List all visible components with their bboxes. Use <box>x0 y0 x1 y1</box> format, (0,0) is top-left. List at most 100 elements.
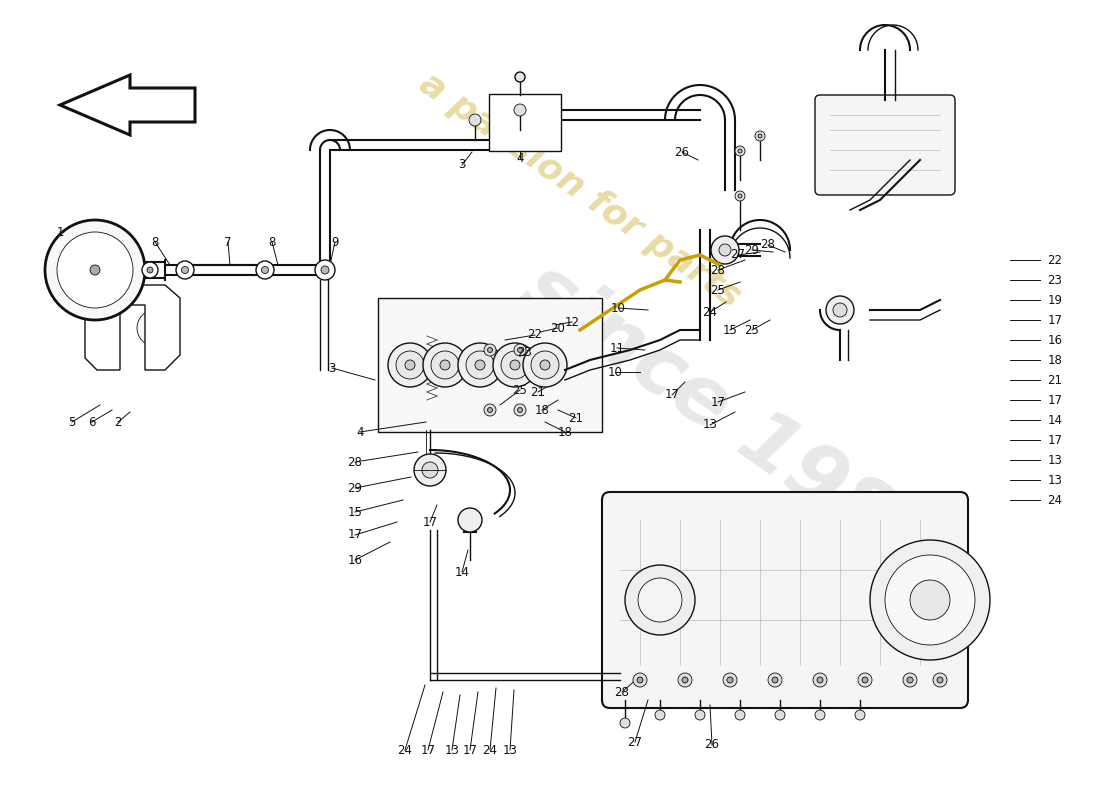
Text: 2: 2 <box>114 415 122 429</box>
Circle shape <box>514 104 526 116</box>
Text: 29: 29 <box>348 482 363 494</box>
Circle shape <box>458 508 482 532</box>
Text: 3: 3 <box>459 158 465 171</box>
Text: 13: 13 <box>444 743 460 757</box>
Text: 15: 15 <box>348 506 362 518</box>
Circle shape <box>678 673 692 687</box>
Text: 13: 13 <box>503 743 517 757</box>
Circle shape <box>654 710 666 720</box>
FancyBboxPatch shape <box>490 94 561 151</box>
Text: 28: 28 <box>348 455 362 469</box>
Circle shape <box>57 232 133 308</box>
Text: 28: 28 <box>615 686 629 698</box>
Circle shape <box>727 677 733 683</box>
Text: 24: 24 <box>397 743 412 757</box>
Text: 25: 25 <box>745 323 759 337</box>
Text: 24: 24 <box>1047 494 1063 506</box>
Text: 4: 4 <box>516 151 524 165</box>
Text: 14: 14 <box>1047 414 1063 426</box>
Circle shape <box>858 673 872 687</box>
Text: 17: 17 <box>1047 394 1063 406</box>
Circle shape <box>711 236 739 264</box>
Text: 22: 22 <box>1047 254 1063 266</box>
Text: 18: 18 <box>535 403 549 417</box>
Text: 4: 4 <box>356 426 364 438</box>
Circle shape <box>522 343 566 387</box>
Circle shape <box>147 267 153 273</box>
Text: 13: 13 <box>703 418 717 431</box>
Text: 25: 25 <box>513 383 527 397</box>
Circle shape <box>826 296 854 324</box>
Text: 7: 7 <box>224 235 232 249</box>
Text: 17: 17 <box>1047 314 1063 326</box>
Text: 17: 17 <box>1047 434 1063 446</box>
Circle shape <box>632 673 647 687</box>
Circle shape <box>414 454 446 486</box>
Circle shape <box>484 344 496 356</box>
Text: 27: 27 <box>730 249 746 262</box>
Circle shape <box>405 360 415 370</box>
Circle shape <box>514 344 526 356</box>
Circle shape <box>45 220 145 320</box>
Text: 24: 24 <box>483 743 497 757</box>
Text: 23: 23 <box>518 346 532 359</box>
Text: 21: 21 <box>1047 374 1063 386</box>
FancyBboxPatch shape <box>602 492 968 708</box>
Text: 11: 11 <box>609 342 625 354</box>
Circle shape <box>256 261 274 279</box>
Circle shape <box>440 360 450 370</box>
Text: 20: 20 <box>551 322 565 334</box>
Text: a passion for parts: a passion for parts <box>412 66 747 314</box>
Circle shape <box>813 673 827 687</box>
Text: 17: 17 <box>420 743 436 757</box>
Circle shape <box>500 351 529 379</box>
Circle shape <box>735 191 745 201</box>
Circle shape <box>431 351 459 379</box>
Circle shape <box>458 343 502 387</box>
Circle shape <box>738 194 742 198</box>
Polygon shape <box>60 75 195 135</box>
Circle shape <box>815 710 825 720</box>
Text: 5: 5 <box>68 415 76 429</box>
Text: 3: 3 <box>328 362 336 374</box>
Circle shape <box>182 266 188 274</box>
Circle shape <box>517 347 522 353</box>
Circle shape <box>262 266 268 274</box>
Circle shape <box>514 404 526 416</box>
Polygon shape <box>85 285 180 370</box>
Circle shape <box>735 710 745 720</box>
Circle shape <box>768 673 782 687</box>
Circle shape <box>908 677 913 683</box>
Text: 16: 16 <box>348 554 363 566</box>
Circle shape <box>620 718 630 728</box>
Text: 26: 26 <box>704 738 719 751</box>
Circle shape <box>738 149 742 153</box>
Circle shape <box>638 578 682 622</box>
Text: 9: 9 <box>331 235 339 249</box>
Circle shape <box>493 343 537 387</box>
Circle shape <box>855 710 865 720</box>
Circle shape <box>755 131 764 141</box>
Text: 21: 21 <box>530 386 546 398</box>
Text: 10: 10 <box>607 366 623 378</box>
Text: 17: 17 <box>348 529 363 542</box>
Text: 26: 26 <box>674 146 690 158</box>
Text: 28: 28 <box>760 238 775 251</box>
Text: 8: 8 <box>152 235 158 249</box>
Text: 17: 17 <box>462 743 477 757</box>
Text: 15: 15 <box>723 323 737 337</box>
FancyBboxPatch shape <box>378 298 602 432</box>
Circle shape <box>531 351 559 379</box>
Circle shape <box>758 134 762 138</box>
Text: 12: 12 <box>564 315 580 329</box>
Text: 16: 16 <box>1047 334 1063 346</box>
Circle shape <box>540 360 550 370</box>
Circle shape <box>148 322 161 334</box>
Circle shape <box>90 265 100 275</box>
Text: 8: 8 <box>268 235 276 249</box>
Circle shape <box>321 266 329 274</box>
Circle shape <box>424 343 468 387</box>
Circle shape <box>776 710 785 720</box>
Text: 17: 17 <box>664 389 680 402</box>
Text: 27: 27 <box>627 735 642 749</box>
